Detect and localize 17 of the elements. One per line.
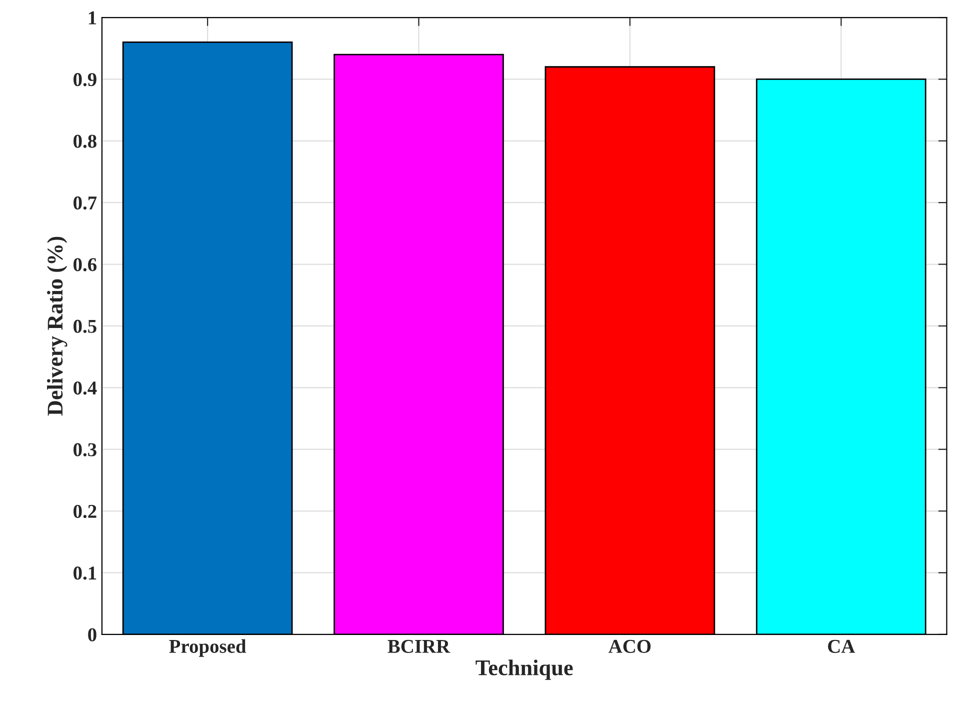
y-tick-label: 0.8 [74, 134, 96, 148]
y-axis-title: Delivery Ratio (%) [47, 236, 68, 416]
y-tick-label: 0.2 [74, 504, 96, 518]
y-tick-label: 0.7 [74, 196, 97, 210]
y-tick-label: 0 [88, 628, 96, 642]
x-axis-title: Technique [476, 660, 573, 680]
x-tick-label: BCIRR [388, 640, 450, 653]
x-tick-label: ACO [608, 640, 651, 653]
x-tick-label: CA [828, 640, 856, 653]
y-tick-label: 0.6 [74, 258, 97, 272]
y-tick-label: 0.9 [74, 73, 96, 86]
y-tick-label: 0.1 [74, 566, 96, 580]
y-tick-label: 0.5 [74, 320, 96, 333]
y-tick-label: 0.4 [74, 381, 97, 395]
y-tick-label: 0.3 [74, 443, 96, 456]
x-tick-label: Proposed [169, 639, 246, 657]
y-tick-label: 1 [88, 11, 96, 24]
